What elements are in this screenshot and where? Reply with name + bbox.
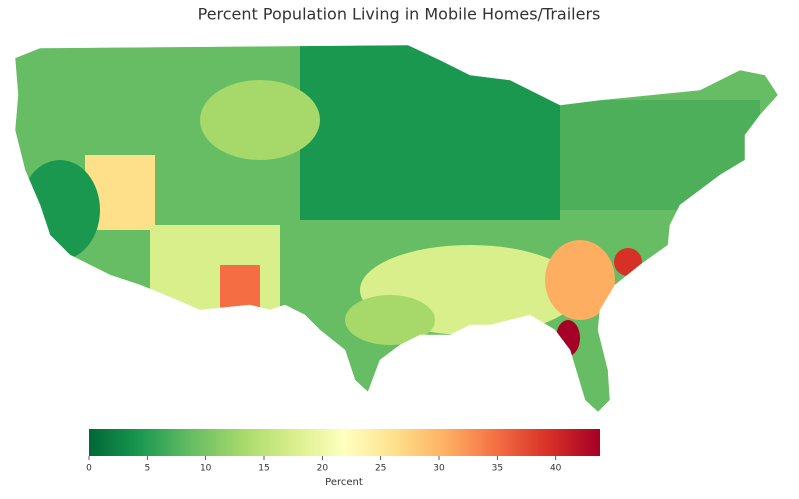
- colorbar: [89, 429, 600, 456]
- map-region: [300, 45, 560, 220]
- map-region: [220, 265, 260, 310]
- tick-label: 5: [144, 464, 150, 474]
- tick-label: 35: [492, 464, 503, 474]
- chart-title: Percent Population Living in Mobile Home…: [198, 5, 601, 24]
- tick-label: 20: [317, 464, 329, 474]
- tick-label: 40: [550, 464, 562, 474]
- map-region: [150, 225, 280, 310]
- colorbar-label: Percent: [325, 477, 363, 488]
- tick-label: 15: [258, 464, 269, 474]
- tick-label: 0: [86, 464, 92, 474]
- map-region: [200, 80, 320, 160]
- map-region: [560, 100, 760, 210]
- map: [15, 45, 778, 412]
- tick-label: 30: [433, 464, 445, 474]
- map-region: [545, 240, 615, 320]
- tick-label: 25: [375, 464, 386, 474]
- map-region: [556, 320, 580, 356]
- map-region: [614, 248, 642, 276]
- map-region: [345, 295, 435, 345]
- tick-label: 10: [200, 464, 212, 474]
